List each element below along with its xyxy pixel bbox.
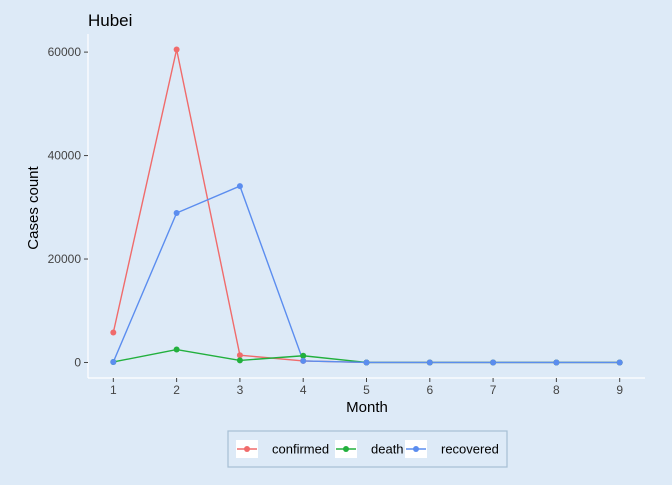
data-point-confirmed — [236, 352, 243, 359]
data-point-recovered — [110, 358, 117, 365]
x-axis-title: Month — [346, 399, 388, 416]
data-point-recovered — [236, 183, 243, 190]
x-tick-label: 4 — [300, 383, 307, 397]
x-tick-label: 7 — [490, 383, 497, 397]
legend-key-point-confirmed — [244, 446, 250, 452]
x-tick-label: 1 — [110, 383, 117, 397]
data-point-confirmed — [110, 329, 117, 336]
y-tick-label: 60000 — [48, 45, 82, 59]
series-line-confirmed — [112, 49, 620, 364]
x-tick-label: 2 — [173, 383, 180, 397]
data-point-death — [300, 352, 307, 359]
data-point-recovered — [616, 359, 623, 366]
legend: confirmed death recovered — [227, 430, 508, 468]
data-point-recovered — [553, 359, 560, 366]
data-point-recovered — [173, 209, 180, 216]
data-point-death — [236, 357, 243, 364]
y-axis-title: Cases count — [25, 165, 42, 249]
data-point-recovered — [426, 359, 433, 366]
data-point-recovered — [490, 359, 497, 366]
legend-key-point-death — [343, 446, 349, 452]
data-point-recovered — [363, 359, 370, 366]
y-tick-label: 40000 — [48, 149, 82, 163]
legend-label-confirmed: confirmed — [272, 442, 329, 457]
x-tick-label: 5 — [363, 383, 370, 397]
legend-label-recovered: recovered — [441, 442, 499, 457]
x-tick-label: 3 — [237, 383, 244, 397]
y-tick-label: 20000 — [48, 252, 82, 266]
legend-box — [227, 430, 508, 468]
data-point-death — [173, 346, 180, 353]
series-line-recovered — [112, 185, 620, 364]
plot-area: 0 20000 40000 60000 1 2 3 4 5 6 7 8 9 — [48, 34, 645, 397]
legend-key-point-recovered — [413, 446, 419, 452]
x-tick-label: 6 — [426, 383, 433, 397]
x-tick-label: 8 — [553, 383, 560, 397]
data-point-confirmed — [173, 46, 180, 53]
x-tick-label: 9 — [616, 383, 623, 397]
y-tick-label: 0 — [74, 355, 81, 369]
legend-label-death: death — [371, 442, 404, 457]
data-point-recovered — [300, 357, 307, 364]
chart-title: Hubei — [88, 11, 132, 30]
